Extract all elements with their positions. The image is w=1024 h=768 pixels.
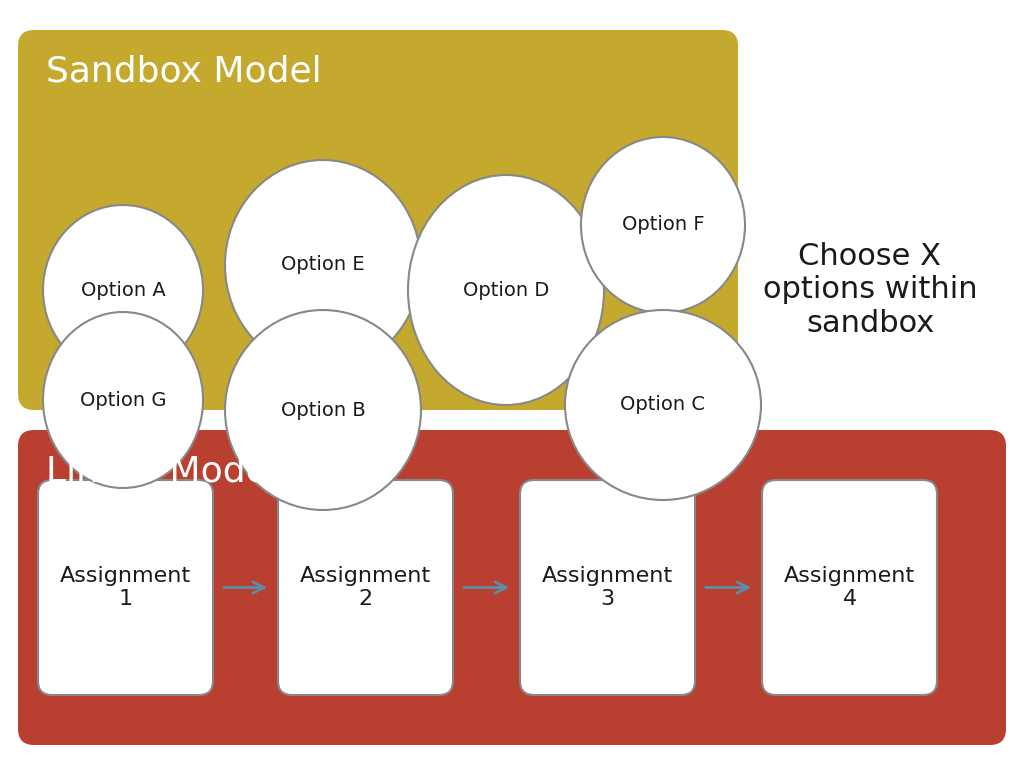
Ellipse shape	[565, 310, 761, 500]
Ellipse shape	[225, 160, 421, 370]
Text: Option F: Option F	[622, 216, 705, 234]
Text: Assignment
4: Assignment 4	[784, 566, 915, 609]
Text: Option B: Option B	[281, 400, 366, 419]
FancyBboxPatch shape	[18, 430, 1006, 745]
FancyBboxPatch shape	[18, 30, 738, 410]
Ellipse shape	[43, 205, 203, 375]
Ellipse shape	[225, 310, 421, 510]
Text: Assignment
2: Assignment 2	[300, 566, 431, 609]
Ellipse shape	[581, 137, 745, 313]
FancyBboxPatch shape	[38, 480, 213, 695]
FancyBboxPatch shape	[762, 480, 937, 695]
Text: Linear Model: Linear Model	[46, 455, 278, 489]
Text: Option C: Option C	[621, 396, 706, 415]
Text: Assignment
1: Assignment 1	[60, 566, 191, 609]
Text: Option D: Option D	[463, 280, 549, 300]
FancyBboxPatch shape	[520, 480, 695, 695]
Text: Assignment
3: Assignment 3	[542, 566, 673, 609]
Ellipse shape	[408, 175, 604, 405]
Text: Option A: Option A	[81, 280, 165, 300]
Text: Choose X
options within
sandbox: Choose X options within sandbox	[763, 242, 977, 338]
Text: Option G: Option G	[80, 390, 166, 409]
Text: Sandbox Model: Sandbox Model	[46, 55, 322, 89]
Ellipse shape	[43, 312, 203, 488]
FancyBboxPatch shape	[278, 480, 453, 695]
Text: Option E: Option E	[282, 256, 365, 274]
